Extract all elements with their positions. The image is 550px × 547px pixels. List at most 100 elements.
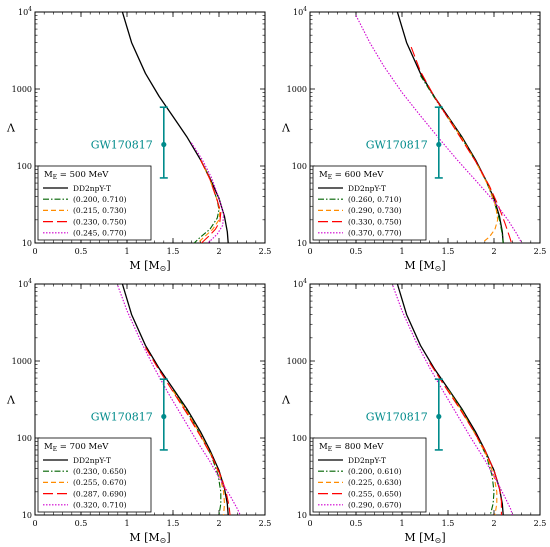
series-line-3	[172, 390, 226, 515]
legend-entry: (0.225, 0.630)	[348, 478, 402, 487]
y-tick-label: 1000	[287, 357, 307, 366]
x-tick-label: 1.5	[442, 519, 455, 528]
legend-box	[312, 437, 427, 513]
y-top-base: 10	[18, 8, 28, 17]
y-tick-label: 10	[297, 511, 307, 520]
legend-entry: (0.370, 0.770)	[348, 229, 402, 238]
x-axis-title-part: M [M	[129, 259, 159, 272]
x-tick-label: 2	[216, 519, 221, 528]
x-axis-title-part: ⊙	[160, 264, 167, 273]
x-tick-label: 2	[491, 247, 496, 256]
y-tick-label: 1000	[287, 85, 307, 94]
legend-entry: (0.245, 0.770)	[73, 229, 127, 238]
x-axis-title-part: ]	[166, 259, 170, 272]
plot-frame	[34, 11, 266, 244]
series-line-5	[117, 285, 241, 515]
y-top-exponent: 4	[303, 6, 307, 13]
legend-title-part: E	[53, 174, 57, 181]
legend-title-part: E	[53, 446, 57, 453]
plot-frame	[309, 11, 541, 244]
gw-point	[161, 141, 167, 148]
x-tick-label: 2.5	[259, 247, 272, 256]
legend-entry: DD2npY-T	[73, 184, 111, 193]
y-tick-label: 1000	[12, 357, 32, 366]
series-line-2	[447, 388, 495, 515]
y-top-base: 10	[18, 280, 28, 289]
legend-title-part: M	[319, 170, 328, 180]
legend-entry: (0.255, 0.670)	[73, 478, 127, 487]
x-axis-title-part: M [M	[404, 259, 434, 272]
x-tick-label: 2	[216, 247, 221, 256]
x-tick-label: 0	[307, 519, 312, 528]
x-tick-label: 0.5	[350, 247, 363, 256]
x-tick-label: 0.5	[350, 519, 363, 528]
legend-title-part: = 700 MeV	[57, 442, 109, 452]
y-axis-title: Λ	[281, 122, 291, 135]
y-tick-label: 100	[17, 162, 32, 171]
legend-entry: DD2npY-T	[73, 456, 111, 465]
series-group	[117, 284, 241, 515]
y-top-exponent: 4	[28, 6, 32, 13]
series-line-4	[200, 159, 222, 243]
x-axis-title: M [M⊙]	[129, 531, 170, 545]
x-axis-title-part: ⊙	[160, 536, 167, 545]
x-axis-title: M [M⊙]	[129, 259, 170, 273]
x-tick-label: 0.5	[75, 247, 88, 256]
series-line-4	[429, 362, 502, 515]
x-tick-label: 1	[399, 247, 404, 256]
series-group	[355, 12, 523, 243]
x-axis-title-part: ⊙	[435, 264, 442, 273]
x-tick-label: 1.5	[442, 247, 455, 256]
x-axis-title-part: M [M	[404, 531, 434, 544]
series-line-5	[190, 142, 225, 243]
y-tick-label: 1000	[12, 85, 32, 94]
legend-entry: (0.215, 0.730)	[73, 206, 127, 215]
legend-entry: (0.230, 0.650)	[73, 467, 127, 476]
legend-box	[37, 165, 152, 241]
legend-box	[312, 165, 427, 241]
legend-title-part: M	[44, 170, 53, 180]
x-tick-label: 2.5	[534, 519, 547, 528]
y-tick-label-top: 104	[293, 278, 307, 289]
series-line-5	[392, 285, 513, 515]
legend-entry: (0.290, 0.730)	[348, 206, 402, 215]
gw-label: GW170817	[91, 139, 153, 152]
gw-label: GW170817	[366, 139, 428, 152]
series-line-2	[193, 159, 220, 243]
gw-point	[436, 141, 442, 148]
series-line-2	[172, 389, 222, 515]
x-tick-label: 0	[32, 247, 37, 256]
legend-title: ME = 600 MeV	[319, 170, 384, 181]
series-line-3	[197, 159, 221, 243]
legend-entry: (0.330, 0.750)	[348, 217, 402, 226]
series-line-1	[121, 284, 229, 515]
x-tick-label: 2	[491, 519, 496, 528]
legend-title: ME = 700 MeV	[44, 442, 109, 453]
y-axis-title: Λ	[6, 122, 16, 135]
plot-frame	[34, 283, 266, 516]
legend-entry: (0.200, 0.710)	[73, 195, 127, 204]
y-tick-label-top: 104	[18, 278, 32, 289]
series-line-4	[410, 46, 513, 243]
series-line-1	[396, 12, 504, 243]
x-tick-label: 0.5	[75, 519, 88, 528]
y-tick-label: 100	[17, 434, 32, 443]
y-tick-label: 100	[292, 162, 307, 171]
legend-title-part: M	[319, 442, 328, 452]
legend-title-part: = 600 MeV	[332, 170, 384, 180]
gw-label: GW170817	[91, 411, 153, 424]
x-tick-label: 1.5	[167, 247, 180, 256]
legend-title: ME = 500 MeV	[44, 170, 109, 181]
x-axis-title: M [M⊙]	[404, 259, 445, 273]
y-tick-label-top: 104	[293, 6, 307, 17]
y-tick-label: 10	[22, 239, 32, 248]
y-tick-label-top: 104	[18, 6, 32, 17]
x-tick-label: 1	[124, 519, 129, 528]
y-tick-label: 10	[297, 239, 307, 248]
y-top-exponent: 4	[28, 278, 32, 285]
legend-entry: (0.255, 0.650)	[348, 489, 402, 498]
legend-title: ME = 800 MeV	[319, 442, 384, 453]
